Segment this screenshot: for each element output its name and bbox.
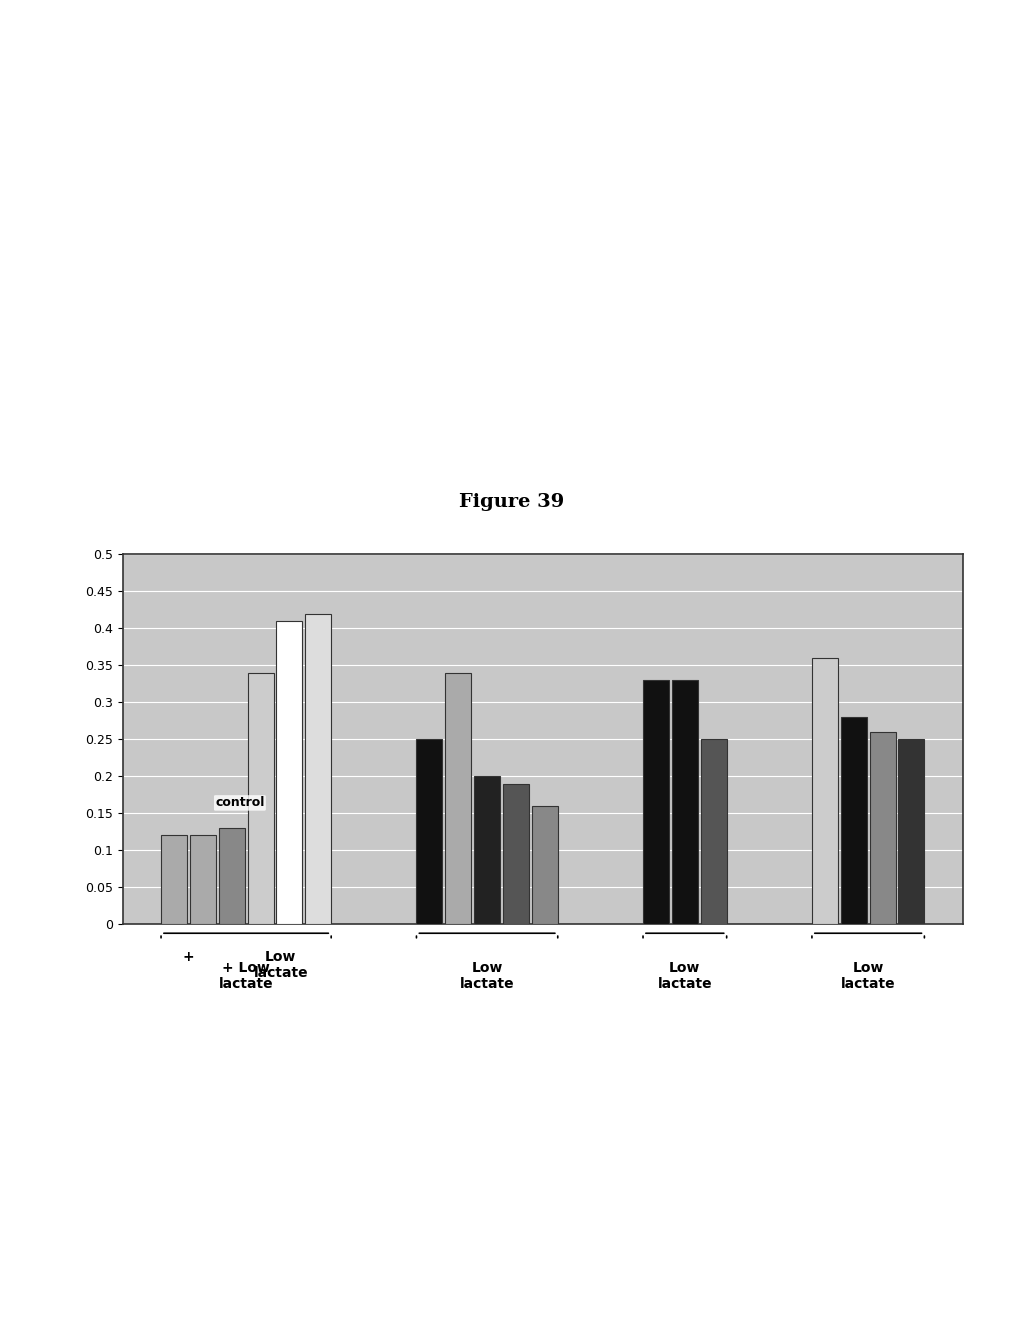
Bar <box>841 717 866 924</box>
Text: + Low
lactate: + Low lactate <box>219 961 273 991</box>
Bar <box>474 776 500 924</box>
Bar <box>445 673 471 924</box>
Text: Low
lactate: Low lactate <box>657 961 712 991</box>
Bar <box>219 828 245 924</box>
Bar <box>869 731 896 924</box>
Text: Low
lactate: Low lactate <box>841 961 895 991</box>
Bar <box>812 657 838 924</box>
Text: Low
lactate: Low lactate <box>460 961 514 991</box>
Bar <box>161 836 187 924</box>
Text: control: control <box>215 796 264 809</box>
Bar <box>898 739 925 924</box>
Bar <box>417 739 442 924</box>
Bar <box>700 739 727 924</box>
Bar <box>248 673 273 924</box>
Text: Figure 39: Figure 39 <box>460 492 564 511</box>
Bar <box>672 680 697 924</box>
Text: +: + <box>182 950 195 964</box>
Bar <box>189 836 216 924</box>
Bar <box>503 784 529 924</box>
Bar <box>305 614 331 924</box>
Bar <box>531 805 558 924</box>
Bar <box>643 680 669 924</box>
Text: Low
lactate: Low lactate <box>253 950 308 979</box>
Bar <box>276 620 302 924</box>
